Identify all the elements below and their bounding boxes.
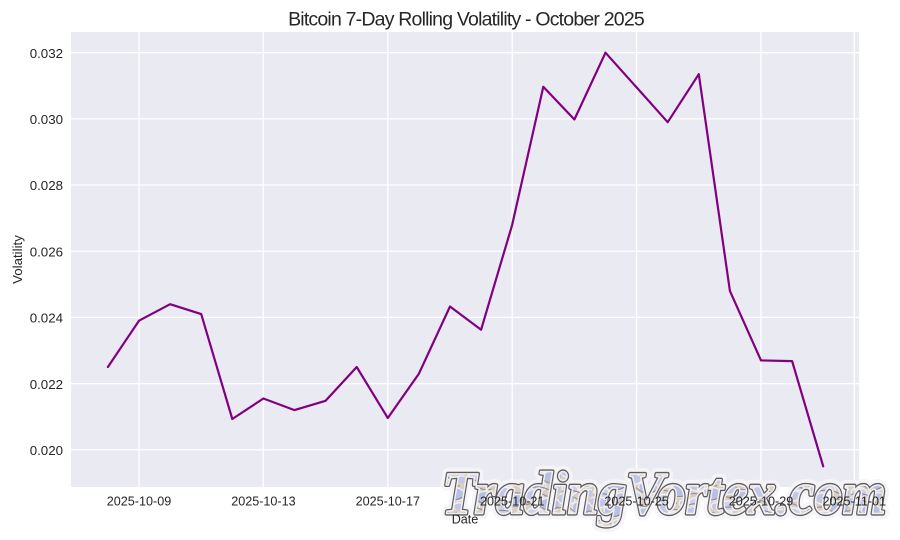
svg-text:0.030: 0.030 <box>30 112 63 127</box>
svg-text:2025-10-09: 2025-10-09 <box>107 494 171 508</box>
svg-text:0.020: 0.020 <box>30 443 63 458</box>
svg-text:TradingVortex.com: TradingVortex.com <box>442 461 886 527</box>
svg-text:Volatility: Volatility <box>10 235 25 284</box>
svg-text:2025-10-21: 2025-10-21 <box>480 494 544 508</box>
svg-text:2025-10-25: 2025-10-25 <box>604 494 668 508</box>
svg-text:Bitcoin 7-Day Rolling Volatili: Bitcoin 7-Day Rolling Volatility - Octob… <box>288 9 645 31</box>
svg-text:0.028: 0.028 <box>30 178 63 193</box>
svg-text:0.026: 0.026 <box>30 244 63 259</box>
svg-text:0.024: 0.024 <box>30 311 63 326</box>
svg-text:0.022: 0.022 <box>30 377 63 392</box>
svg-text:2025-10-13: 2025-10-13 <box>231 494 295 508</box>
svg-text:2025-10-17: 2025-10-17 <box>356 494 420 508</box>
svg-text:2025-11-01: 2025-11-01 <box>823 494 887 508</box>
svg-text:0.032: 0.032 <box>30 46 63 61</box>
svg-text:2025-10-29: 2025-10-29 <box>729 494 793 508</box>
svg-text:Date: Date <box>452 513 479 527</box>
svg-text:TradingVortex.com: TradingVortex.com <box>442 461 886 527</box>
svg-text:TradingVortex.com: TradingVortex.com <box>442 461 886 527</box>
